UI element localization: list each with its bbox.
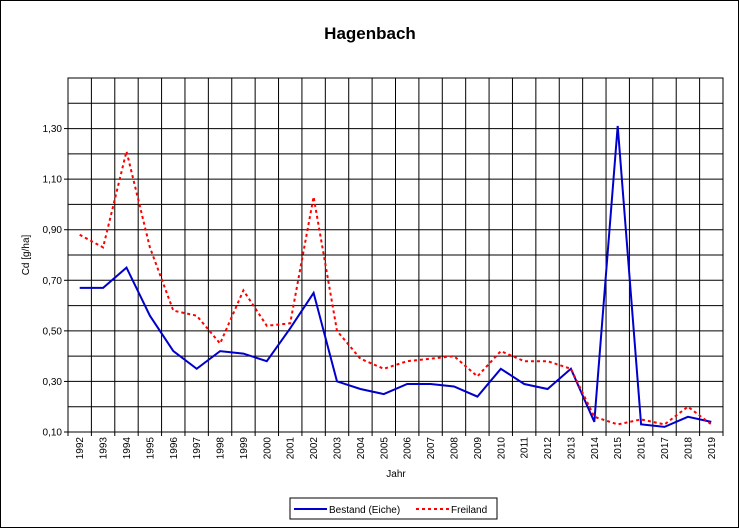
legend-box: [289, 497, 498, 520]
x-tick-label: 2011: [520, 437, 531, 459]
x-tick-label: 2001: [286, 437, 297, 460]
x-tick-label: 2004: [356, 437, 367, 460]
legend-label-bestand: Bestand (Eiche): [329, 505, 400, 516]
x-tick-label: 1999: [239, 437, 250, 460]
x-tick-label: 2012: [543, 437, 554, 460]
legend-label-freiland: Freiland: [451, 505, 487, 516]
x-tick-label: 2014: [590, 437, 601, 460]
x-tick-label: 2016: [637, 437, 648, 460]
chart-title: Hagenbach: [324, 24, 416, 43]
x-tick-label: 2007: [426, 437, 437, 460]
x-tick-label: 2006: [403, 437, 414, 460]
series-line-bestand: [79, 125, 712, 428]
x-tick-label: 2003: [333, 437, 344, 460]
x-tick-label: 1997: [192, 437, 203, 460]
x-tick-label: 2018: [683, 437, 694, 460]
x-tick-label: 2000: [262, 437, 273, 460]
y-tick-label: 0,50: [43, 326, 63, 337]
x-tick-label: 1992: [75, 437, 86, 460]
legend: Bestand (Eiche) Freiland: [289, 497, 498, 520]
x-tick-label: 1995: [145, 437, 156, 460]
y-tick-label: 1,10: [43, 175, 63, 186]
x-tick-label: 2009: [473, 437, 484, 460]
y-tick-labels: 0,10 0,30 0,50 0,70 0,90 1,10 1,30: [43, 124, 68, 439]
x-tick-labels: 1992 1993 1994 1995 1996 1997 1998 1999 2000 2001…: [67, 432, 724, 460]
x-tick-label: 2015: [613, 437, 624, 460]
x-tick-label: 2010: [496, 437, 507, 460]
x-axis-title: Jahr: [386, 469, 406, 480]
x-tick-label: 2002: [309, 437, 320, 460]
x-tick-label: 1998: [216, 437, 227, 460]
x-tick-label: 1993: [99, 437, 110, 460]
y-tick-label: 0,70: [43, 276, 63, 287]
y-tick-label: 1,30: [43, 124, 63, 135]
x-tick-label: 1996: [169, 437, 180, 460]
x-tick-label: 2013: [566, 437, 577, 460]
x-tick-label: 2005: [379, 437, 390, 460]
grid-lines: [68, 78, 723, 432]
x-tick-label: 2017: [660, 437, 671, 460]
x-tick-label: 2019: [707, 437, 718, 460]
y-tick-label: 0,30: [43, 377, 63, 388]
series-lines: [79, 125, 712, 428]
y-tick-label: 0,10: [43, 428, 63, 439]
x-tick-label: 2008: [449, 437, 460, 460]
x-tick-label: 1994: [122, 437, 133, 460]
y-tick-label: 0,90: [43, 225, 63, 236]
y-axis-title: Cd [g/ha]: [21, 234, 32, 275]
